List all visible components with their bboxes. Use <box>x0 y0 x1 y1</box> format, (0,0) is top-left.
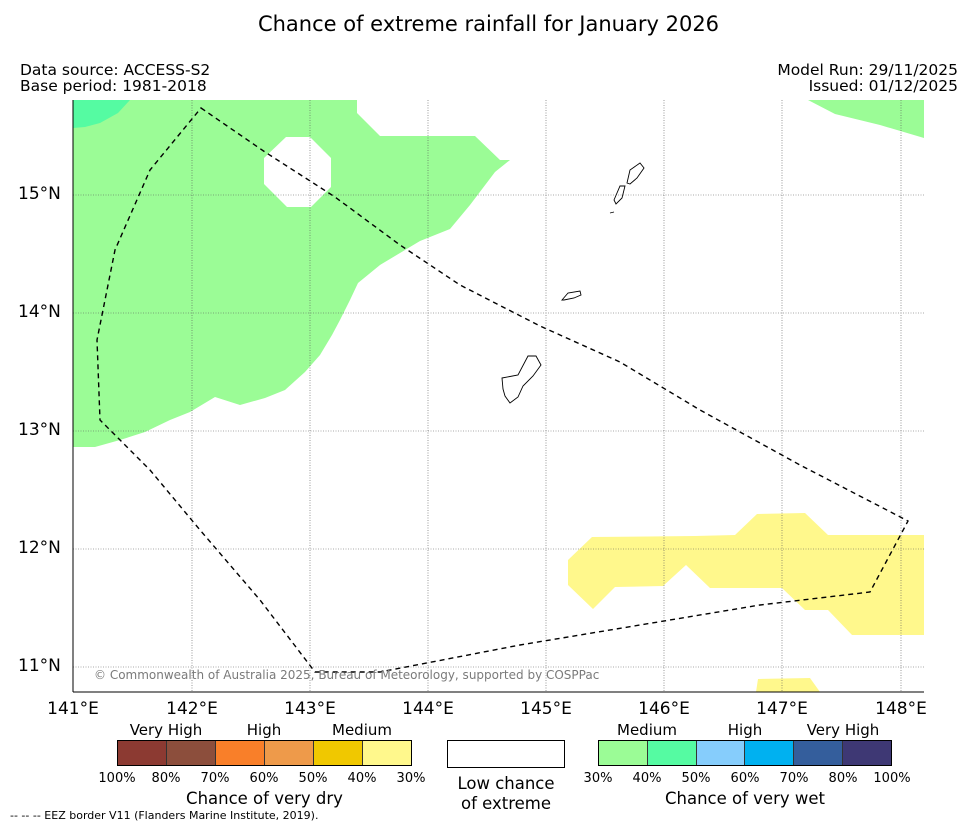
dry-category-high: High <box>246 721 282 739</box>
wet-medium-region-ne <box>808 100 924 138</box>
wet-swatch <box>794 741 844 765</box>
wet-legend-title: Chance of very wet <box>665 789 825 808</box>
wet-pct-label: 80% <box>828 771 858 786</box>
wet-swatch <box>599 741 648 765</box>
wet-swatch <box>696 741 746 765</box>
low-chance-line2: of extreme <box>460 794 552 813</box>
tinian-island <box>613 185 626 205</box>
wet-swatch <box>843 741 891 765</box>
x-tick-label: 147°E <box>756 699 808 719</box>
low-chance-label: Low chance of extreme <box>430 774 582 814</box>
dry-pct-label: 50% <box>298 771 328 786</box>
data-source: Data source: ACCESS-S2 <box>20 61 211 79</box>
saipan-island <box>626 162 645 185</box>
dry-pct-label: 60% <box>249 771 279 786</box>
dry-swatch <box>167 741 216 765</box>
wet-category-high: High <box>727 721 763 739</box>
wet-pct-label: 70% <box>779 771 809 786</box>
dry-pct-label: 100% <box>98 771 136 786</box>
map-layers <box>73 100 924 692</box>
dry-swatch <box>314 741 363 765</box>
dry-medium-region-se <box>568 513 924 635</box>
dry-pct-label: 70% <box>200 771 230 786</box>
wet-pct-label: 30% <box>583 771 613 786</box>
low-chance-swatch <box>447 740 565 768</box>
x-tick-label: 145°E <box>520 699 572 719</box>
y-tick-label: 13°N <box>18 420 61 440</box>
wet-colorbar <box>598 740 892 766</box>
dry-pct-label: 30% <box>396 771 426 786</box>
guam-island <box>501 355 542 404</box>
dry-category-medium: Medium <box>332 721 392 739</box>
dry-swatch <box>216 741 265 765</box>
y-tick-label: 11°N <box>18 656 61 676</box>
dry-medium-region-south <box>756 678 820 692</box>
wet-pct-label: 40% <box>632 771 662 786</box>
base-period: Base period: 1981-2018 <box>20 77 207 95</box>
x-tick-label: 144°E <box>402 699 454 719</box>
y-tick-label: 14°N <box>18 302 61 322</box>
dry-pct-label: 40% <box>347 771 377 786</box>
dry-pct-label: 80% <box>151 771 181 786</box>
low-chance-line1: Low chance <box>457 774 555 793</box>
dry-colorbar <box>117 740 412 766</box>
dry-swatch <box>265 741 314 765</box>
chart-title: Chance of extreme rainfall for January 2… <box>257 12 720 36</box>
copyright-notice: © Commonwealth of Australia 2025, Bureau… <box>94 668 600 682</box>
x-tick-label: 142°E <box>166 699 218 719</box>
dry-swatch <box>118 741 167 765</box>
eez-border <box>96 107 909 673</box>
meta-right: Model Run: 29/11/2025 Issued: 01/12/2025 <box>777 62 958 94</box>
islands <box>501 162 645 404</box>
meta-left: Data source: ACCESS-S2 Base period: 1981… <box>20 62 210 94</box>
wet-pct-label: 50% <box>681 771 711 786</box>
wet-category-very-high: Very High <box>806 721 880 739</box>
wet-swatch <box>647 741 697 765</box>
low-chance-hole <box>264 137 331 207</box>
wet-swatch <box>745 741 795 765</box>
aguijan-island <box>609 211 615 214</box>
x-tick-label: 143°E <box>284 699 336 719</box>
issued-date: Issued: 01/12/2025 <box>808 77 958 95</box>
wet-pct-label: 60% <box>730 771 760 786</box>
x-tick-label: 148°E <box>875 699 927 719</box>
y-tick-label: 15°N <box>18 184 61 204</box>
wet-high-region-nw <box>73 100 130 128</box>
dry-category-very-high: Very High <box>129 721 203 739</box>
eez-footnote: -- -- -- EEZ border V11 (Flanders Marine… <box>10 809 319 822</box>
wet-pct-label: 100% <box>873 771 911 786</box>
wet-medium-region-west <box>73 100 510 447</box>
dry-legend-title: Chance of very dry <box>186 789 343 808</box>
x-tick-label: 146°E <box>638 699 690 719</box>
grid-lines <box>73 100 924 692</box>
dry-swatch <box>363 741 411 765</box>
y-tick-label: 12°N <box>18 538 61 558</box>
model-run: Model Run: 29/11/2025 <box>777 61 958 79</box>
x-tick-label: 141°E <box>47 699 99 719</box>
rota-island <box>561 290 582 301</box>
wet-category-medium: Medium <box>617 721 677 739</box>
